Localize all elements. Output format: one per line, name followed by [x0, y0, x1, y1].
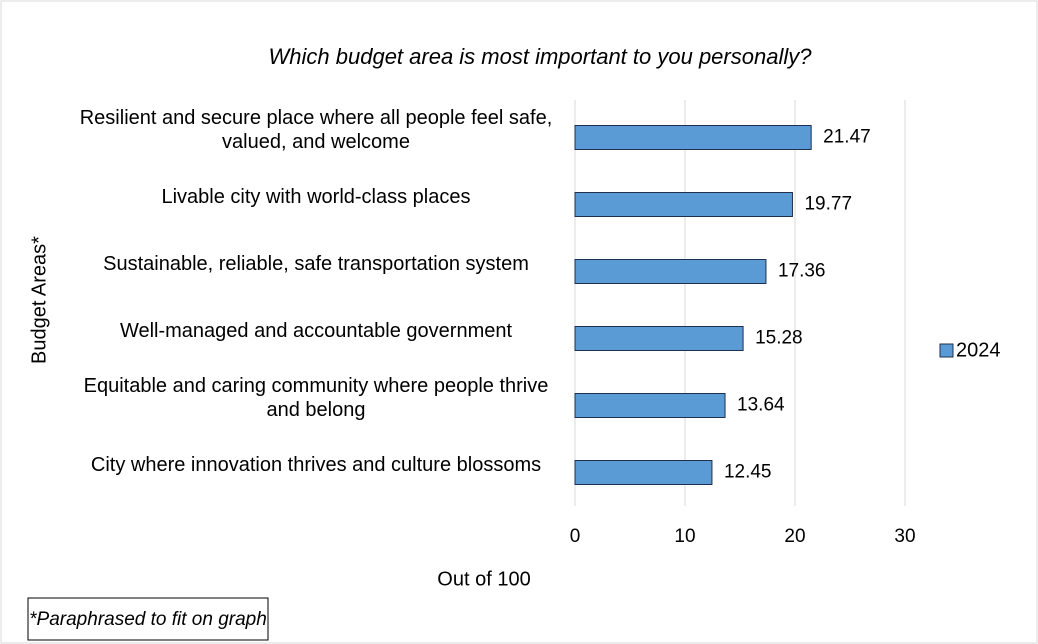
data-label: 13.64: [737, 395, 785, 416]
legend-swatch: [939, 343, 954, 358]
note-box: [27, 597, 269, 641]
y-axis-label: Budget Areas*: [28, 236, 50, 364]
x-axis-label: Out of 100: [437, 568, 530, 590]
data-label: 21.47: [823, 127, 871, 148]
bar: [574, 460, 713, 485]
y-tick-label: Well-managed and accountable government: [119, 319, 513, 342]
y-tick-label: City where innovation thrives and cultur…: [90, 453, 542, 476]
bar: [574, 393, 726, 418]
data-label: 19.77: [804, 194, 852, 215]
y-tick-label: Sustainable, reliable, safe transportati…: [103, 252, 529, 275]
bar: [574, 326, 744, 351]
bar: [574, 192, 793, 217]
bar: [574, 259, 767, 284]
x-tick-label: 30: [894, 526, 915, 547]
data-label: 15.28: [755, 328, 803, 349]
chart-title: Which budget area is most important to y…: [269, 44, 813, 69]
y-tick-label: Resilient and secure place where all peo…: [79, 106, 553, 153]
x-tick-label: 20: [784, 526, 805, 547]
x-tick-label: 0: [570, 526, 581, 547]
y-tick-label: Livable city with world-class places: [161, 185, 471, 208]
legend-label: 2024: [956, 339, 1001, 361]
data-label: 17.36: [778, 261, 826, 282]
bar: [574, 125, 812, 150]
data-label: 12.45: [724, 462, 772, 483]
x-tick-label: 10: [674, 526, 695, 547]
note: *Paraphrased to fit on graph: [29, 609, 267, 630]
y-tick-label: Equitable and caring community where peo…: [83, 374, 549, 421]
